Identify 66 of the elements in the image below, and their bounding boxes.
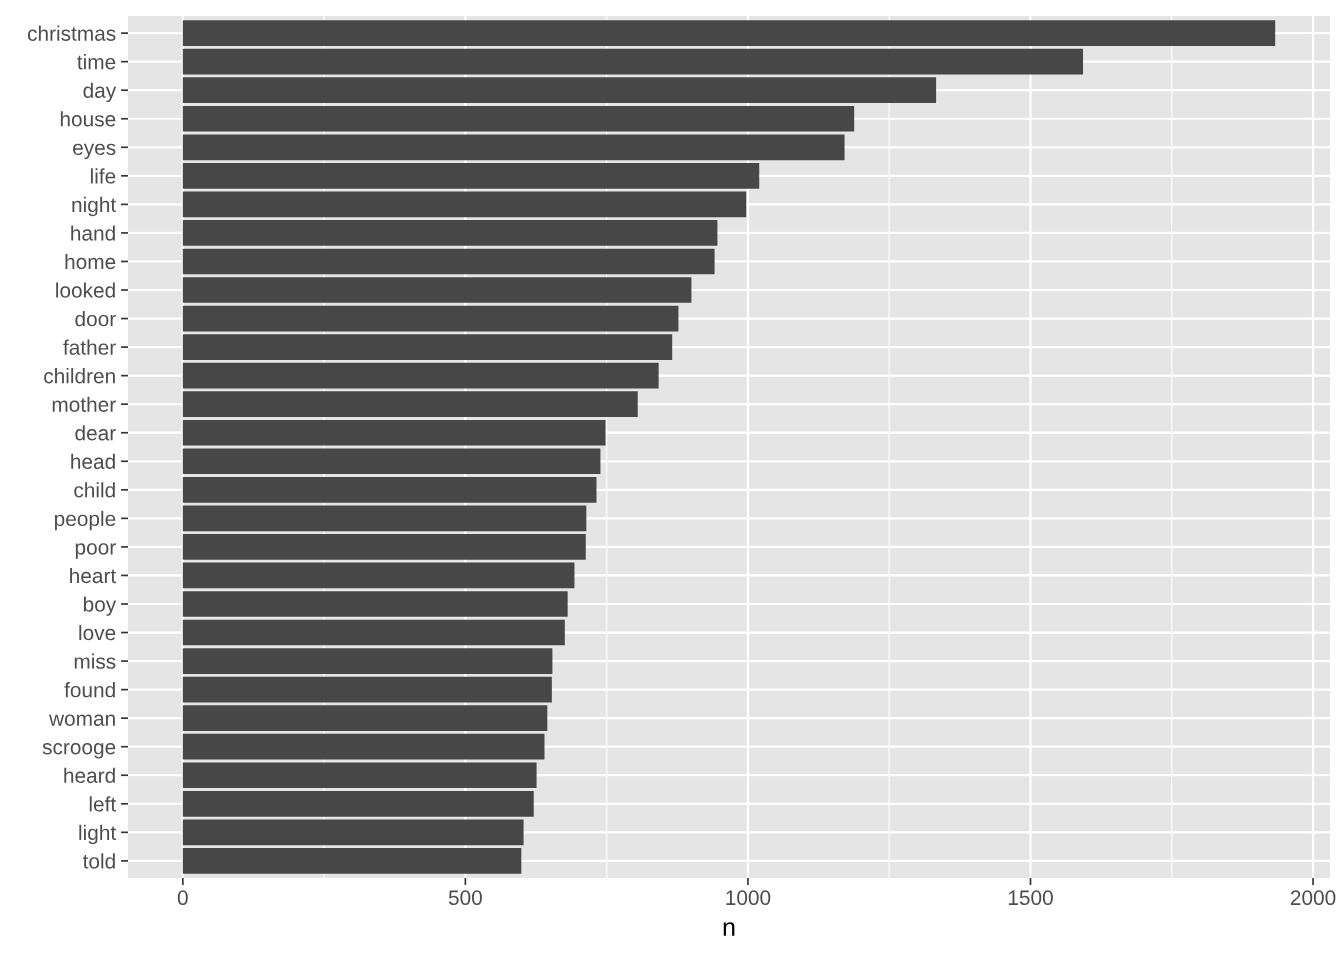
bar bbox=[182, 505, 587, 532]
y-tick-label: love bbox=[79, 624, 116, 641]
y-tick-label: children bbox=[44, 368, 115, 384]
y-tick-label: light bbox=[79, 824, 117, 845]
bar bbox=[182, 448, 601, 475]
x-axis-title: n bbox=[723, 922, 735, 936]
bar bbox=[182, 848, 522, 874]
bar bbox=[182, 534, 586, 560]
y-tick-label: miss bbox=[74, 653, 116, 669]
y-tick-label: poor bbox=[75, 543, 116, 559]
bar bbox=[182, 476, 597, 503]
bar bbox=[182, 134, 845, 161]
bar bbox=[182, 591, 568, 617]
bar bbox=[182, 391, 638, 418]
bar bbox=[182, 277, 692, 303]
y-tick-label: left bbox=[89, 796, 117, 812]
y-tick-label: door bbox=[75, 311, 116, 327]
y-tick-label: found bbox=[64, 682, 115, 698]
x-tick-label: 500 bbox=[448, 890, 482, 906]
bar bbox=[182, 334, 673, 360]
x-tick-label: 1500 bbox=[1008, 890, 1053, 906]
bar bbox=[182, 163, 760, 189]
bar bbox=[182, 762, 537, 789]
bar bbox=[182, 20, 1276, 46]
bar bbox=[182, 619, 565, 646]
y-tick-label: head bbox=[71, 453, 115, 470]
y-tick-label: mother bbox=[52, 396, 116, 412]
y-tick-label: hand bbox=[71, 225, 115, 241]
y-tick-label: scrooge bbox=[42, 743, 116, 759]
x-tick-label: 2000 bbox=[1290, 890, 1336, 906]
x-tick-label: 0 bbox=[177, 890, 188, 906]
y-tick-label: christmas bbox=[27, 25, 116, 41]
y-tick-label: home bbox=[65, 253, 116, 270]
bar bbox=[182, 220, 718, 246]
bar bbox=[182, 790, 534, 817]
y-tick-label: house bbox=[60, 111, 116, 127]
y-tick-label: day bbox=[83, 82, 117, 103]
bar bbox=[182, 362, 659, 389]
y-tick-label: night bbox=[72, 196, 117, 217]
y-tick-label: time bbox=[77, 54, 116, 70]
bar bbox=[182, 648, 553, 674]
y-tick-label: told bbox=[82, 853, 115, 869]
y-tick-label: eyes bbox=[73, 143, 116, 160]
y-tick-label: people bbox=[54, 510, 116, 531]
y-tick-label: father bbox=[63, 339, 116, 355]
x-tick-label: 1000 bbox=[726, 890, 771, 906]
y-tick-label: woman bbox=[49, 714, 115, 726]
bar bbox=[182, 105, 855, 132]
y-tick-label: child bbox=[74, 482, 115, 498]
bar bbox=[182, 676, 552, 703]
y-tick-label: heard bbox=[64, 767, 115, 783]
y-tick-label: boy bbox=[83, 596, 117, 616]
y-tick-label: life bbox=[90, 168, 116, 184]
bar bbox=[182, 562, 575, 589]
y-tick-label: looked bbox=[56, 282, 115, 298]
bar bbox=[182, 819, 524, 846]
y-tick-label: heart bbox=[70, 567, 117, 584]
bar bbox=[182, 419, 606, 446]
bar bbox=[182, 77, 937, 104]
bar bbox=[182, 191, 747, 218]
y-tick-label: dear bbox=[75, 425, 116, 441]
bar bbox=[182, 48, 1084, 75]
bar bbox=[182, 248, 715, 275]
bar bbox=[182, 733, 545, 760]
bar bbox=[182, 705, 548, 731]
bar bbox=[182, 305, 679, 332]
